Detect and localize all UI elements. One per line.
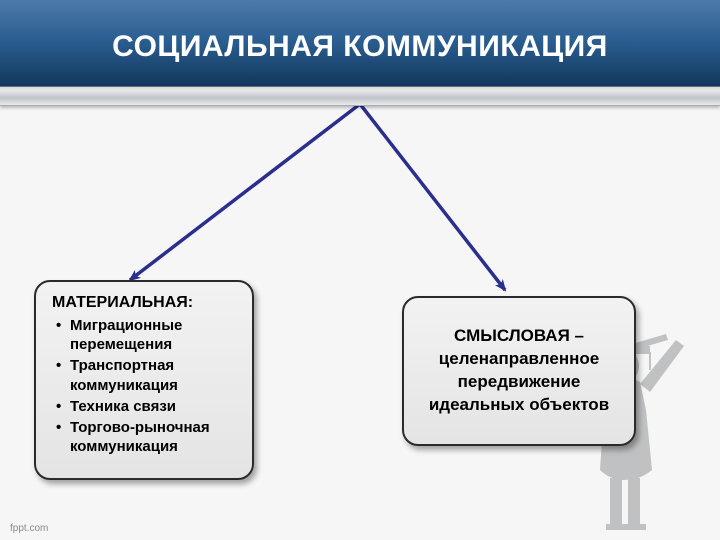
list-item: Транспортная коммуникация bbox=[56, 356, 236, 394]
left-box-heading: МАТЕРИАЛЬНАЯ: bbox=[52, 294, 236, 312]
branch-arrows bbox=[0, 100, 720, 300]
arrow-left bbox=[130, 104, 360, 280]
slide-title-wrap: СОЦИАЛЬНАЯ КОММУНИКАЦИЯ bbox=[0, 30, 720, 64]
right-box-text: СМЫСЛОВАЯ – целенаправленное передвижени… bbox=[420, 325, 618, 417]
list-item: Торгово-рыночная коммуникация bbox=[56, 418, 236, 456]
arrow-right bbox=[360, 104, 505, 290]
right-box-semantic: СМЫСЛОВАЯ – целенаправленное передвижени… bbox=[402, 296, 636, 446]
list-item: Техника связи bbox=[56, 397, 236, 416]
left-box-material: МАТЕРИАЛЬНАЯ: Миграционные перемещения Т… bbox=[34, 280, 254, 480]
banner-divider-bar bbox=[0, 86, 720, 106]
left-box-list: Миграционные перемещения Транспортная ко… bbox=[52, 316, 236, 456]
footer-watermark: fppt.com bbox=[10, 523, 48, 534]
slide: СОЦИАЛЬНАЯ КОММУНИКАЦИЯ МАТЕРИАЛЬНАЯ: bbox=[0, 0, 720, 540]
slide-title: СОЦИАЛЬНАЯ КОММУНИКАЦИЯ bbox=[112, 30, 608, 63]
list-item: Миграционные перемещения bbox=[56, 316, 236, 354]
